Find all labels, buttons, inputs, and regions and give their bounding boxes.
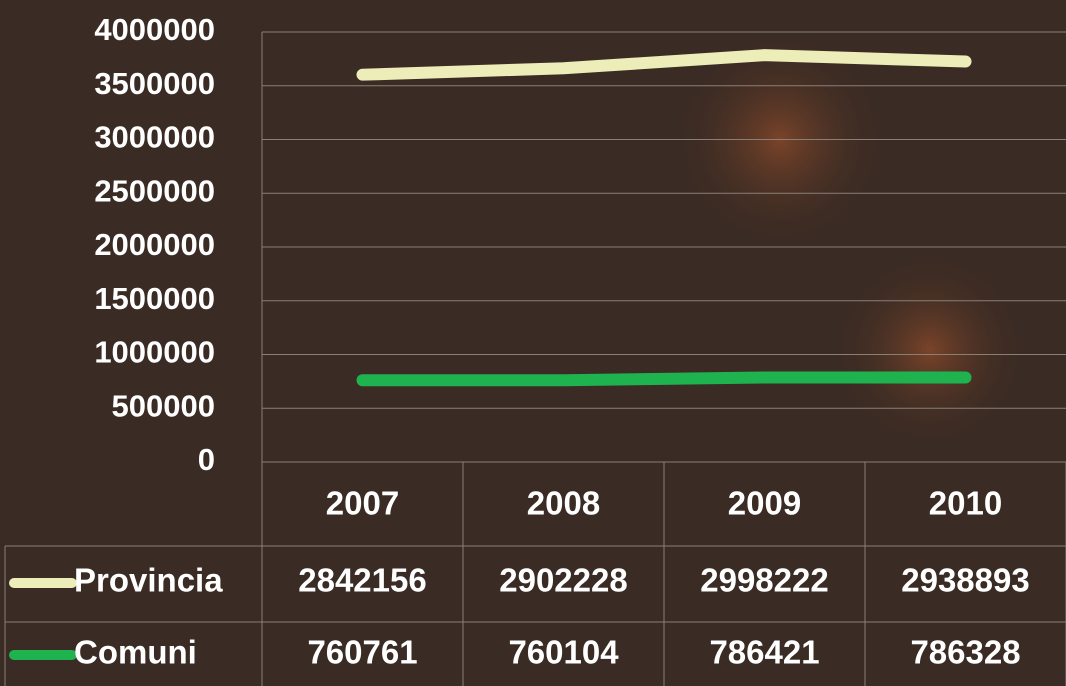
chart: 0 500000 1000000 1500000 2000000 2500000 30000…	[0, 0, 1066, 686]
x-tick-label: 2009	[728, 485, 801, 522]
table-value: 786328	[910, 634, 1020, 671]
table-value: 2938893	[901, 562, 1029, 599]
y-tick-label: 500000	[112, 388, 215, 423]
y-tick-label: 2000000	[94, 227, 215, 262]
legend-label: Provincia	[74, 562, 223, 599]
legend-label: Comuni	[74, 634, 197, 671]
y-tick-label: 1000000	[94, 335, 215, 370]
y-tick-label: 4000000	[94, 12, 215, 47]
x-tick-label: 2007	[326, 485, 399, 522]
series-line	[363, 377, 966, 380]
y-tick-label: 2500000	[94, 173, 215, 208]
background-glow	[830, 250, 1030, 450]
table-value: 786421	[709, 634, 819, 671]
table-value: 2902228	[499, 562, 627, 599]
table-value: 760104	[508, 634, 619, 671]
x-tick-label: 2010	[929, 485, 1002, 522]
y-tick-label: 3000000	[94, 120, 215, 155]
y-tick-label: 1500000	[94, 281, 215, 316]
y-tick-label: 3500000	[94, 66, 215, 101]
table-value: 760761	[307, 634, 417, 671]
y-tick-label: 0	[198, 442, 215, 477]
table-value: 2998222	[700, 562, 828, 599]
table-value: 2842156	[298, 562, 426, 599]
x-tick-label: 2008	[527, 485, 600, 522]
